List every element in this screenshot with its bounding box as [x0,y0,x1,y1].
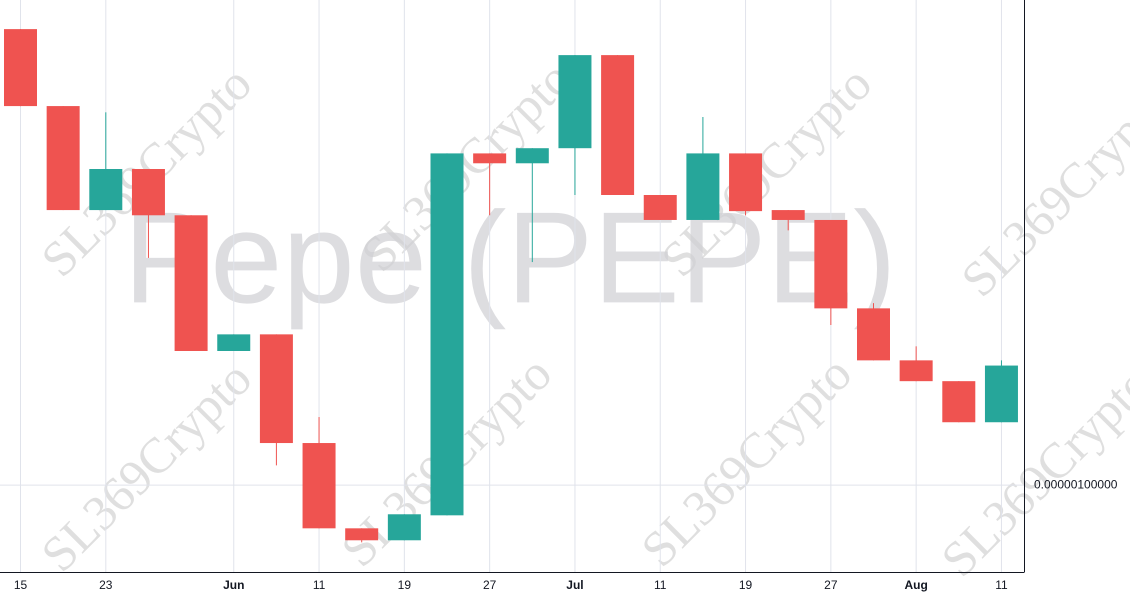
candle-body [984,365,1018,423]
x-tick-label: 11 [654,578,667,592]
candle-body [473,153,507,164]
x-tick-label: 19 [739,578,753,592]
x-tick-label: 15 [14,578,28,592]
x-tick-label: 19 [398,578,412,592]
candle-body [345,528,379,541]
candle-body [4,29,37,107]
candle-body [729,153,763,212]
candle-body [601,55,635,196]
candle-body [174,215,208,351]
x-tick-label: Jul [566,578,583,592]
x-tick-label: 27 [824,578,838,592]
candle-body [686,153,720,220]
candle-body [430,153,464,516]
plot [0,0,1024,572]
candle-body [643,195,677,220]
candle-body [46,106,80,211]
candle-body [899,360,933,382]
candle-body [558,55,592,149]
x-tick-label: 11 [995,578,1008,592]
x-tick-label: 11 [313,578,326,592]
x-tick-label: 27 [483,578,497,592]
candle-body [771,210,805,220]
y-tick-label: 0.00000100000 [1034,477,1118,491]
candle-body [89,169,123,211]
candle-body [259,334,293,444]
candle-body [814,219,848,309]
x-tick-label: 23 [99,578,113,592]
candle-body [302,443,336,529]
candle-body [515,148,549,164]
candle-body [217,334,251,351]
x-tick-label: Aug [904,578,927,592]
x-tick-label: Jun [223,578,244,592]
candle-body [857,308,890,361]
candle-body [131,169,165,216]
candle-body [942,381,976,423]
candle-body [387,514,421,541]
chart-title: Pepe (PEPE) [123,184,896,330]
